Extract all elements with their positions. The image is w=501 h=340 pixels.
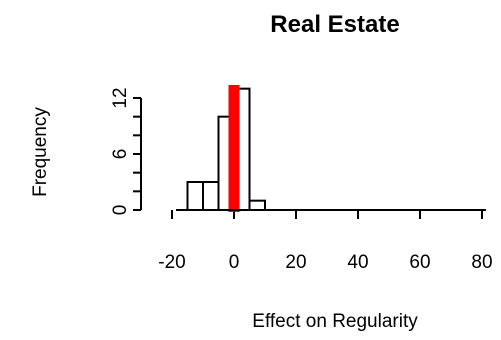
y-axis-label: Frequency: [30, 107, 51, 197]
x-tick-label-4: 60: [409, 252, 430, 273]
x-tick-label-0: -20: [158, 252, 185, 273]
histogram-bar-4: [248, 199, 266, 212]
histogram-bar-1: [202, 181, 220, 211]
y-axis: 0 6 12: [110, 87, 142, 216]
y-tick-label-1: 6: [110, 149, 131, 160]
x-axis: -20 0 20 40 60 80: [158, 209, 493, 273]
y-tick-label-0: 0: [110, 205, 131, 216]
y-tick-label-2: 12: [110, 87, 131, 108]
x-tick-label-3: 40: [347, 252, 368, 273]
chart-title: Real Estate: [270, 11, 399, 38]
x-tick-label-5: 80: [471, 252, 492, 273]
histogram-bar-0: [186, 181, 204, 211]
x-axis-label: Effect on Regularity: [252, 311, 418, 332]
histogram-bars: [186, 87, 266, 212]
x-tick-label-2: 20: [285, 252, 306, 273]
x-tick-label-1: 0: [229, 252, 240, 273]
